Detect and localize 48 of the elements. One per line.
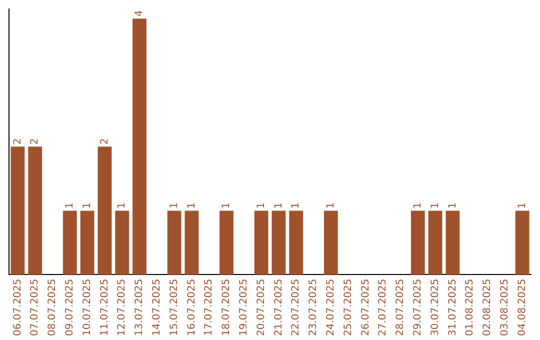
data-label: 4 — [134, 10, 146, 17]
x-tick-label: 28.07.2025 — [395, 278, 406, 336]
x-tick-label: 09.07.2025 — [64, 278, 76, 336]
x-tick-label: 21.07.2025 — [273, 278, 284, 336]
data-label: 1 — [430, 202, 441, 209]
data-label: 2 — [12, 138, 24, 145]
x-tick-label: 27.07.2025 — [378, 278, 389, 336]
x-tick-label: 31.07.2025 — [447, 278, 458, 336]
data-label: 2 — [30, 138, 41, 145]
x-tick-label: 24.07.2025 — [325, 278, 336, 336]
x-tick-label: 13.07.2025 — [134, 278, 146, 336]
x-tick-label: 12.07.2025 — [116, 278, 128, 336]
data-label: 1 — [290, 202, 302, 209]
data-label: 1 — [82, 202, 93, 209]
data-label: 1 — [221, 202, 232, 209]
x-tick-label: 19.07.2025 — [238, 278, 250, 336]
x-tick-label: 14.07.2025 — [151, 278, 162, 336]
x-tick-label: 22.07.2025 — [290, 278, 302, 336]
x-tick-label: 23.07.2025 — [308, 278, 320, 336]
data-label: 2 — [99, 138, 110, 145]
x-tick-label: 06.07.2025 — [12, 278, 24, 336]
data-label: 1 — [186, 202, 198, 209]
x-tick-label: 08.07.2025 — [47, 278, 58, 336]
data-label: 1 — [412, 202, 424, 209]
x-tick-label: 18.07.2025 — [221, 278, 232, 336]
x-tick-label: 20.07.2025 — [256, 278, 267, 336]
x-tick-label: 25.07.2025 — [342, 278, 354, 336]
data-label: 1 — [516, 202, 528, 209]
data-label: 1 — [325, 202, 336, 209]
x-tick-label: 11.07.2025 — [99, 278, 110, 336]
x-tick-label: 16.07.2025 — [186, 278, 198, 336]
x-tick-label: 03.08.2025 — [499, 278, 510, 336]
x-tick-label: 02.08.2025 — [482, 278, 494, 336]
x-tick-label: 29.07.2025 — [412, 278, 424, 336]
data-label: 1 — [168, 202, 180, 209]
x-tick-label: 17.07.2025 — [204, 278, 215, 336]
data-label: 1 — [447, 202, 458, 209]
x-tick-label: 30.07.2025 — [430, 278, 441, 336]
x-tick-label: 01.08.2025 — [464, 278, 476, 336]
data-label: 1 — [273, 202, 284, 209]
x-tick-label: 07.07.2025 — [30, 278, 41, 336]
x-tick-label: 26.07.2025 — [360, 278, 372, 336]
data-label: 1 — [116, 202, 128, 209]
x-tick-label: 04.08.2025 — [516, 278, 528, 336]
x-tick-label: 15.07.2025 — [168, 278, 180, 336]
x-tick-label: 10.07.2025 — [82, 278, 93, 336]
data-label: 1 — [64, 202, 76, 209]
data-label: 1 — [256, 202, 267, 209]
